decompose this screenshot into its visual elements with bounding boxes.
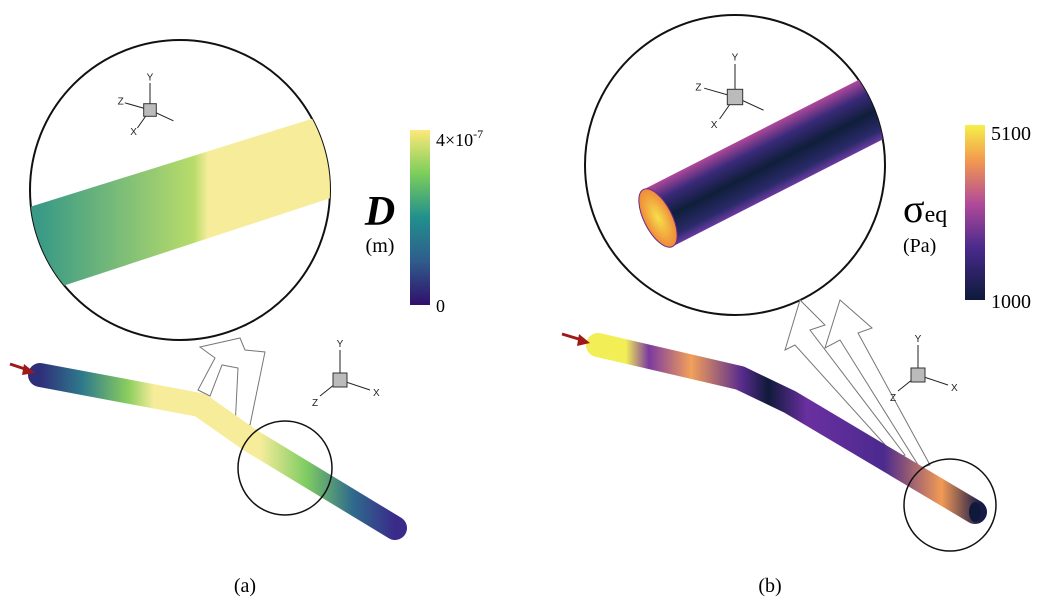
axis-cube	[727, 89, 742, 104]
variable-unit: (m)	[366, 235, 395, 257]
axis-cube	[144, 104, 157, 117]
colorbar	[410, 130, 430, 305]
axis-label: X	[130, 127, 137, 138]
inlet-arrow	[562, 334, 590, 346]
label-base: 4×10	[436, 130, 473, 150]
variable-symbol: σeq	[903, 186, 947, 231]
variable-unit: (Pa)	[903, 235, 936, 257]
colorbar-min: 1000	[991, 291, 1031, 313]
colorbar	[965, 125, 985, 300]
axis-label: Z	[695, 82, 701, 93]
axis-triad: Y Z X	[312, 339, 380, 409]
axis-label: Y	[337, 339, 344, 350]
pipe	[40, 375, 395, 528]
zoom-view-b	[585, 15, 958, 315]
zoom-view-a	[20, 40, 340, 340]
page: 4×10-7 0 D (m) (a) 5100 1000 σeq (Pa) (b…	[0, 0, 1054, 605]
colorbar-max: 4×10-7	[436, 127, 483, 150]
axis-triad: Y Z X	[890, 334, 958, 404]
axis-cube	[911, 368, 925, 382]
variable-symbol: D	[364, 189, 395, 235]
colorbar-max: 5100	[991, 123, 1031, 145]
axis-label: Y	[147, 72, 154, 83]
pipe-end	[969, 502, 981, 522]
symbol-base: σ	[903, 186, 925, 231]
axis-label: Z	[890, 393, 896, 404]
axis-label: X	[373, 388, 380, 399]
axis-cube	[333, 373, 347, 387]
axis-label: X	[711, 120, 718, 131]
caption: (a)	[234, 575, 256, 597]
colorbar-min: 0	[436, 296, 445, 316]
caption: (b)	[758, 575, 781, 597]
axis-label: Z	[312, 398, 318, 409]
axis-label: X	[951, 383, 958, 394]
symbol-subscript: eq	[925, 202, 948, 228]
axis-label: Y	[915, 334, 922, 345]
figure: 4×10-7 0 D (m) (a) 5100 1000 σeq (Pa) (b…	[0, 0, 1054, 605]
axis-label: Z	[118, 97, 124, 108]
axis-label: Y	[732, 53, 739, 64]
label-exponent: -7	[473, 127, 483, 141]
